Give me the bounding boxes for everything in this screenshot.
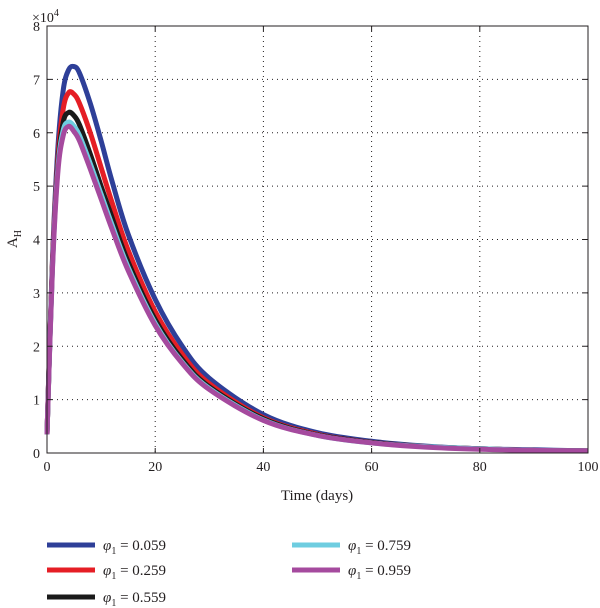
legend-label: φ1 = 0.259	[103, 563, 166, 582]
x-tick-label: 0	[44, 460, 51, 475]
legend: φ1 = 0.059 φ1 = 0.259 φ1 = 0.559 φ1 = 0.759…	[47, 538, 411, 608]
y-tick-label: 0	[33, 447, 40, 462]
y-axis-title-subscript: H	[13, 230, 24, 237]
y-tick-label: 8	[33, 20, 40, 35]
y-tick-label: 6	[33, 127, 40, 142]
legend-label: φ1 = 0.959	[348, 563, 411, 582]
legend-label: φ1 = 0.759	[348, 538, 411, 557]
x-tick-label: 20	[148, 460, 162, 475]
y-tick-label: 3	[33, 287, 40, 302]
y-axis: 0 1 2 3 4 5 6 7 8	[33, 20, 588, 462]
y-axis-title: AH	[5, 230, 24, 248]
legend-item-3: φ1 = 0.559	[47, 590, 166, 608]
svg-text:AH: AH	[5, 230, 24, 248]
x-axis-title: Time (days)	[281, 488, 353, 504]
legend-item-2: φ1 = 0.259	[47, 563, 166, 582]
y-multiplier-exponent: 4	[54, 8, 59, 19]
legend-item-1: φ1 = 0.059	[47, 538, 166, 557]
x-tick-label: 100	[578, 460, 599, 475]
legend-label: φ1 = 0.059	[103, 538, 166, 557]
y-tick-label: 1	[33, 394, 40, 409]
legend-label: φ1 = 0.559	[103, 590, 166, 608]
legend-item-4: φ1 = 0.759	[292, 538, 411, 557]
series-line-5	[44, 123, 589, 454]
legend-item-5: φ1 = 0.959	[292, 563, 411, 582]
y-tick-label: 5	[33, 180, 40, 195]
y-tick-label: 7	[33, 73, 40, 88]
grid	[47, 26, 588, 453]
x-tick-label: 80	[473, 460, 487, 475]
x-tick-label: 60	[365, 460, 379, 475]
x-tick-label: 40	[256, 460, 270, 475]
y-tick-label: 2	[33, 340, 40, 355]
x-axis: 0 20 40 60 80 100	[44, 26, 599, 475]
series-lines	[44, 63, 589, 454]
y-multiplier: ×104	[32, 8, 59, 26]
y-tick-label: 4	[33, 234, 40, 249]
